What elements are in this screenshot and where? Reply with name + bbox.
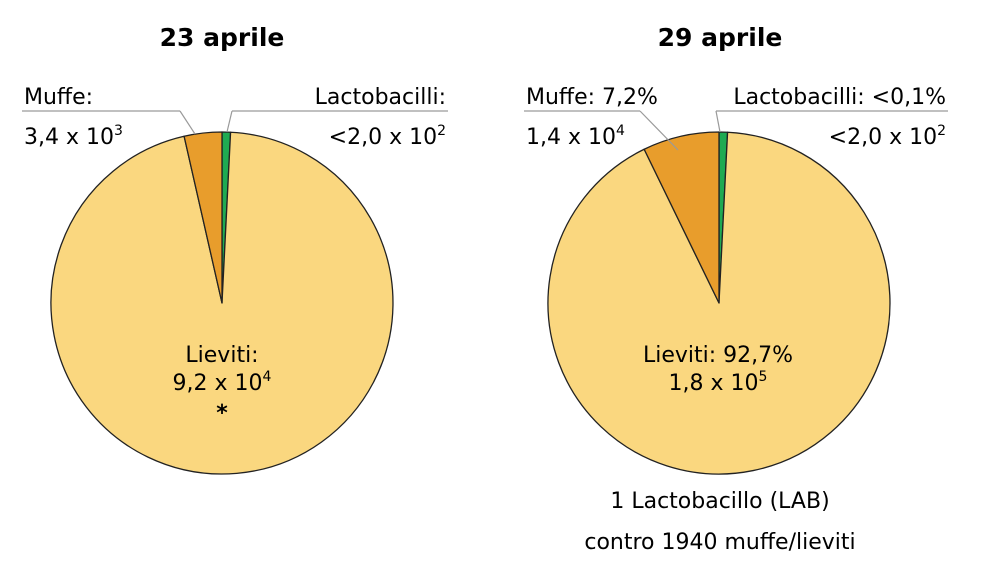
- caption-line: 1 Lactobacillo (LAB): [610, 489, 829, 514]
- chart-29-aprile: 29 aprile Muffe: 7,2% 1,4 x 104 Lactobac…: [524, 23, 948, 555]
- value-muffe: 1,4 x 104: [526, 123, 625, 150]
- pie-23-aprile: [50, 131, 394, 475]
- pie-slice-muffe: [643, 131, 720, 304]
- label-lieviti: Lieviti:: [185, 343, 258, 368]
- leader-line-lactobacilli: [226, 110, 233, 133]
- pie-29-aprile: [547, 131, 891, 475]
- value-lactobacilli: <2,0 x 102: [829, 123, 946, 150]
- leader-line-lactobacilli: [715, 110, 721, 133]
- leader-line-muffe: [179, 110, 196, 135]
- pie-slice-muffe: [183, 131, 223, 304]
- label-lactobacilli: Lactobacilli: <0,1%: [733, 85, 946, 110]
- label-lactobacilli: Lactobacilli:: [315, 85, 446, 110]
- chart-23-aprile: 23 aprile Muffe: 3,4 x 103 Lactobacilli:…: [22, 23, 448, 475]
- value-muffe: 3,4 x 103: [24, 123, 123, 150]
- value-lactobacilli: <2,0 x 102: [329, 123, 446, 150]
- label-lieviti: Lieviti: 92,7%: [643, 343, 793, 368]
- label-muffe: Muffe:: [24, 85, 93, 110]
- value-lieviti: 9,2 x 104: [173, 369, 272, 396]
- label-muffe: Muffe: 7,2%: [526, 85, 658, 110]
- caption-line: contro 1940 muffe/lieviti: [584, 530, 855, 555]
- leader-line-muffe: [639, 110, 679, 151]
- value-lieviti: 1,8 x 105: [669, 369, 768, 396]
- note-asterisk: *: [216, 401, 228, 426]
- chart-title: 29 aprile: [658, 23, 783, 52]
- chart-title: 23 aprile: [160, 23, 285, 52]
